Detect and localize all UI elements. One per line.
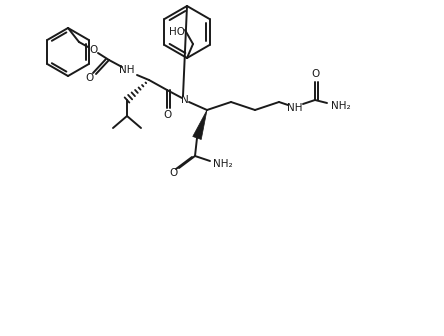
Text: NH: NH [119, 65, 135, 75]
Text: NH₂: NH₂ [213, 159, 233, 169]
Text: O: O [169, 168, 177, 178]
Text: O: O [89, 45, 97, 55]
Text: O: O [85, 73, 93, 83]
Text: NH₂: NH₂ [331, 101, 351, 111]
Text: NH: NH [287, 103, 303, 113]
Polygon shape [193, 110, 207, 139]
Text: O: O [311, 69, 319, 79]
Text: HO: HO [169, 27, 185, 37]
Text: N: N [181, 95, 189, 105]
Text: O: O [163, 110, 171, 120]
